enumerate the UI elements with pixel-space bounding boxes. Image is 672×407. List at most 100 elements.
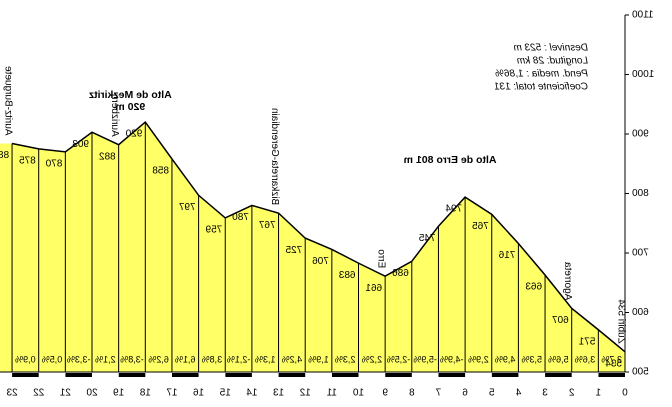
x-tick-label: 2 [568, 388, 574, 399]
value-label: 725 [285, 245, 302, 256]
km-band [331, 373, 359, 377]
peak-annotation: Alto de Mezkiritz [89, 89, 172, 101]
km-band [145, 373, 172, 377]
x-tick-label: 1 [595, 388, 601, 399]
value-label: 767 [258, 220, 275, 231]
value-label: 745 [418, 233, 435, 244]
info-text: Longitud: 28 km [517, 56, 588, 67]
place-label: Agorreta [562, 262, 573, 301]
place-label: Aurizberri [109, 94, 120, 137]
km-band [251, 373, 279, 377]
km-band [598, 373, 625, 377]
km-band [305, 373, 332, 377]
value-label: 797 [178, 202, 195, 213]
value-label: 903 [72, 139, 89, 150]
slope-label: 4,9% [495, 354, 516, 364]
km-band [438, 373, 466, 377]
value-label: 663 [525, 282, 542, 293]
x-tick-label: 17 [166, 388, 178, 399]
y-tick-label: 600 [632, 307, 649, 318]
slope-label: 0,9% [15, 354, 36, 364]
value-label: 920 [125, 129, 142, 140]
km-band [385, 373, 412, 377]
km-band [225, 373, 252, 377]
x-tick-label: 5 [489, 388, 495, 399]
x-tick-label: 15 [219, 388, 231, 399]
x-tick-label: 13 [273, 388, 285, 399]
x-tick-label: 22 [33, 388, 45, 399]
x-tick-label: 23 [6, 388, 18, 399]
slope-label: -2,1% [227, 354, 251, 364]
peak-annotation: Alto de Erro 801 m [404, 154, 497, 166]
slope-label: 3,6% [575, 354, 596, 364]
y-tick-label: 900 [632, 129, 649, 140]
place-label: Zubiri 534 [615, 299, 626, 344]
slope-label: 4,2% [282, 354, 303, 364]
value-label: 780 [232, 212, 249, 223]
value-label: 706 [312, 256, 329, 267]
km-band [65, 373, 92, 377]
x-tick-label: 10 [353, 388, 365, 399]
x-tick-label: 14 [246, 388, 258, 399]
x-tick-label: 12 [299, 388, 311, 399]
km-band [118, 373, 146, 377]
slope-label: 1,3% [255, 354, 276, 364]
x-tick-label: 3 [542, 388, 548, 399]
km-band [358, 373, 386, 377]
value-label: 534 [605, 358, 622, 369]
slope-label: 5,3% [521, 354, 542, 364]
y-tick-label: 1000 [632, 69, 655, 80]
slope-label: 6,1% [175, 354, 196, 364]
y-tick-label: 700 [632, 248, 649, 259]
value-label: 686 [392, 268, 409, 279]
km-band [171, 373, 199, 377]
x-tick-label: 0 [622, 388, 628, 399]
slope-label: 3,7% [601, 354, 622, 364]
value-label: 858 [152, 166, 169, 177]
slope-label: 2,2% [362, 354, 383, 364]
slope-label: 5,6% [548, 354, 569, 364]
profile-line [11, 121, 626, 353]
value-label: 661 [365, 283, 382, 294]
slope-label: -5,9% [413, 354, 437, 364]
x-tick-label: 21 [59, 388, 71, 399]
info-text: Desnivel : 523 m [514, 43, 588, 54]
value-label: 716 [498, 250, 515, 261]
km-band [92, 373, 119, 377]
x-tick-label: 18 [139, 388, 151, 399]
x-tick-label: 9 [382, 388, 388, 399]
x-tick-label: 7 [435, 388, 441, 399]
x-tick-label: 6 [462, 388, 468, 399]
value-label: 884 [0, 150, 9, 161]
slope-label: 3,8% [202, 354, 223, 364]
value-label: 882 [99, 151, 116, 162]
value-label: 571 [578, 336, 595, 347]
place-label: Bizkarreta-Gerendiain [269, 108, 280, 205]
km-band [491, 373, 519, 377]
peak-annotation: 920 m [115, 101, 145, 113]
place-label: Auritz-Burguete [2, 66, 13, 136]
slope-label: -3,8% [120, 354, 144, 364]
slope-label: 1,9% [308, 354, 329, 364]
slope-label: 2,9% [468, 354, 489, 364]
slope-label: -3,3% [67, 354, 91, 364]
y-tick-label: 1100 [632, 10, 654, 21]
profile-area [0, 122, 625, 372]
km-band [0, 373, 13, 377]
value-label: 759 [205, 225, 222, 236]
info-text: Pend. media : 1,86% [495, 69, 588, 80]
x-tick-label: 11 [326, 388, 337, 399]
km-band [278, 373, 306, 377]
km-band [545, 373, 572, 377]
km-band [12, 373, 39, 377]
value-label: 607 [552, 315, 569, 326]
km-band [465, 373, 492, 377]
value-label: 875 [19, 156, 36, 167]
y-tick-label: 500 [632, 367, 649, 378]
km-band [571, 373, 599, 377]
x-tick-label: 8 [409, 388, 415, 399]
slope-label: 0,5% [42, 354, 63, 364]
slope-label: 2,1% [95, 354, 116, 364]
km-band [518, 373, 546, 377]
